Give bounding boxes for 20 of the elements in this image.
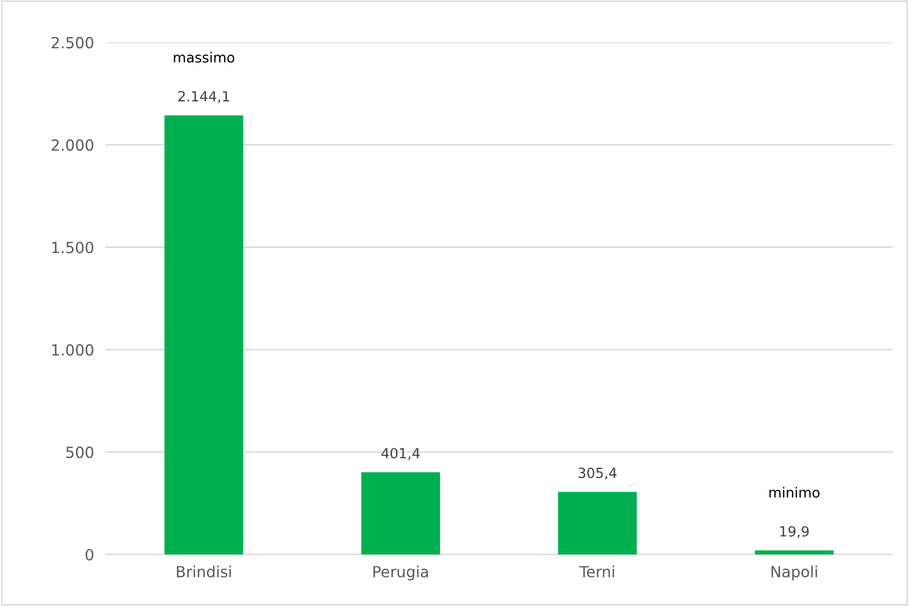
bar [754,550,834,554]
x-tick-label: Terni [579,566,614,578]
y-tick-label: 2.500 [52,36,94,48]
data-label: 401,4 [381,448,420,460]
y-tick-label: 2.000 [52,139,94,151]
x-tick-label: Perugia [373,566,428,580]
annotation: massimo [174,52,234,63]
x-tick-label: Brindisi [176,566,231,578]
data-label: 305,4 [578,468,617,480]
bar [164,115,244,554]
bar [558,492,637,554]
bar [361,472,440,554]
y-tick-label: 500 [66,446,94,458]
data-label: 19,9 [780,526,809,538]
y-tick-label: 1.000 [52,344,94,356]
y-tick-label: 1.500 [52,242,94,254]
data-label: 2.144,1 [178,91,230,103]
y-tick-label: 0 [86,548,94,561]
x-tick-label: Napoli [772,566,817,580]
annotation: minimo [769,486,820,498]
